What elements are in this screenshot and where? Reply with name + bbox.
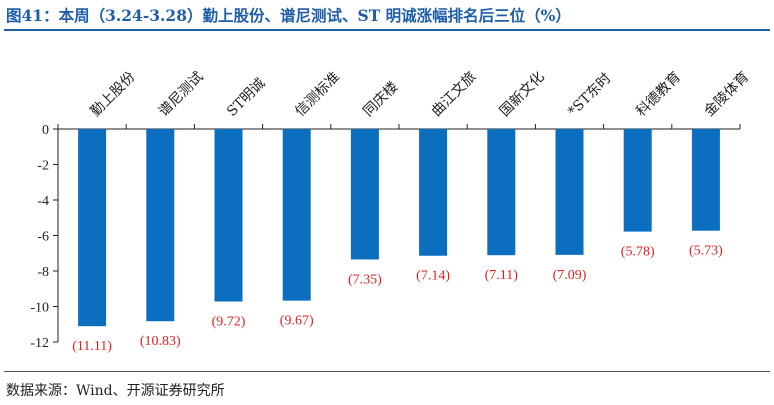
bar-chart: 0 -2 -4 -6 -8 -10 -12 勤上股份 谱尼测试 ST明诚 信测标准 同庆楼 曲江文旅国… [30,69,753,354]
bar [555,129,584,255]
category-label: 科德教育 [633,69,684,120]
data-label: (7.11) [485,268,519,283]
y-tick-label: -10 [30,301,49,316]
bar [214,129,243,302]
category-label: ST明诚 [224,75,269,120]
bar [419,129,448,256]
bar [623,129,652,232]
y-tick-label: -6 [37,230,49,245]
data-label: (5.78) [621,245,655,260]
data-label: (11.11) [72,339,112,354]
bar [691,129,720,231]
category-label: 金陵体育 [701,69,752,120]
category-label: 勤上股份 [88,69,139,120]
footer-rule [4,371,770,372]
category-label: 谱尼测试 [156,69,207,120]
data-labels: (11.11) (10.83) (9.72) (9.67) (7.35) (7.14) (7… [72,244,723,354]
category-labels: 勤上股份 谱尼测试 ST明诚 信测标准 同庆楼 曲江文旅 国新文化 *ST东时 科德教育 金陵体育 [88,69,753,120]
y-tick-label: -12 [30,336,49,351]
data-label: (9.72) [212,315,246,330]
data-label: (7.09) [553,268,587,283]
data-label: (7.14) [416,269,450,284]
y-tick-label: 0 [42,123,49,138]
data-label: (10.83) [140,334,181,349]
chart-title: 图41：本周（3.24-3.28）勤上股份、谱尼测试、ST 明诚涨幅排名后三位（… [6,6,571,25]
category-label: 同庆楼 [360,79,401,120]
bar [350,129,379,260]
title-rule [4,29,770,31]
data-label: (5.73) [689,244,723,259]
y-tick-label: -2 [37,159,49,174]
bars [78,129,720,327]
y-tick-label: -4 [37,194,49,209]
bar [487,129,516,256]
data-label: (9.67) [280,314,314,329]
data-label: (7.35) [348,272,382,287]
bar [282,129,311,301]
bar [146,129,175,322]
source-note: 数据来源：Wind、开源证券研究所 [6,383,225,399]
bar [78,129,107,327]
category-label: 曲江文旅 [429,69,480,120]
category-label: 国新文化 [497,69,548,120]
y-tick-label: -8 [37,265,49,280]
category-label: *ST东时 [565,70,614,119]
category-label: 信测标准 [292,69,343,120]
